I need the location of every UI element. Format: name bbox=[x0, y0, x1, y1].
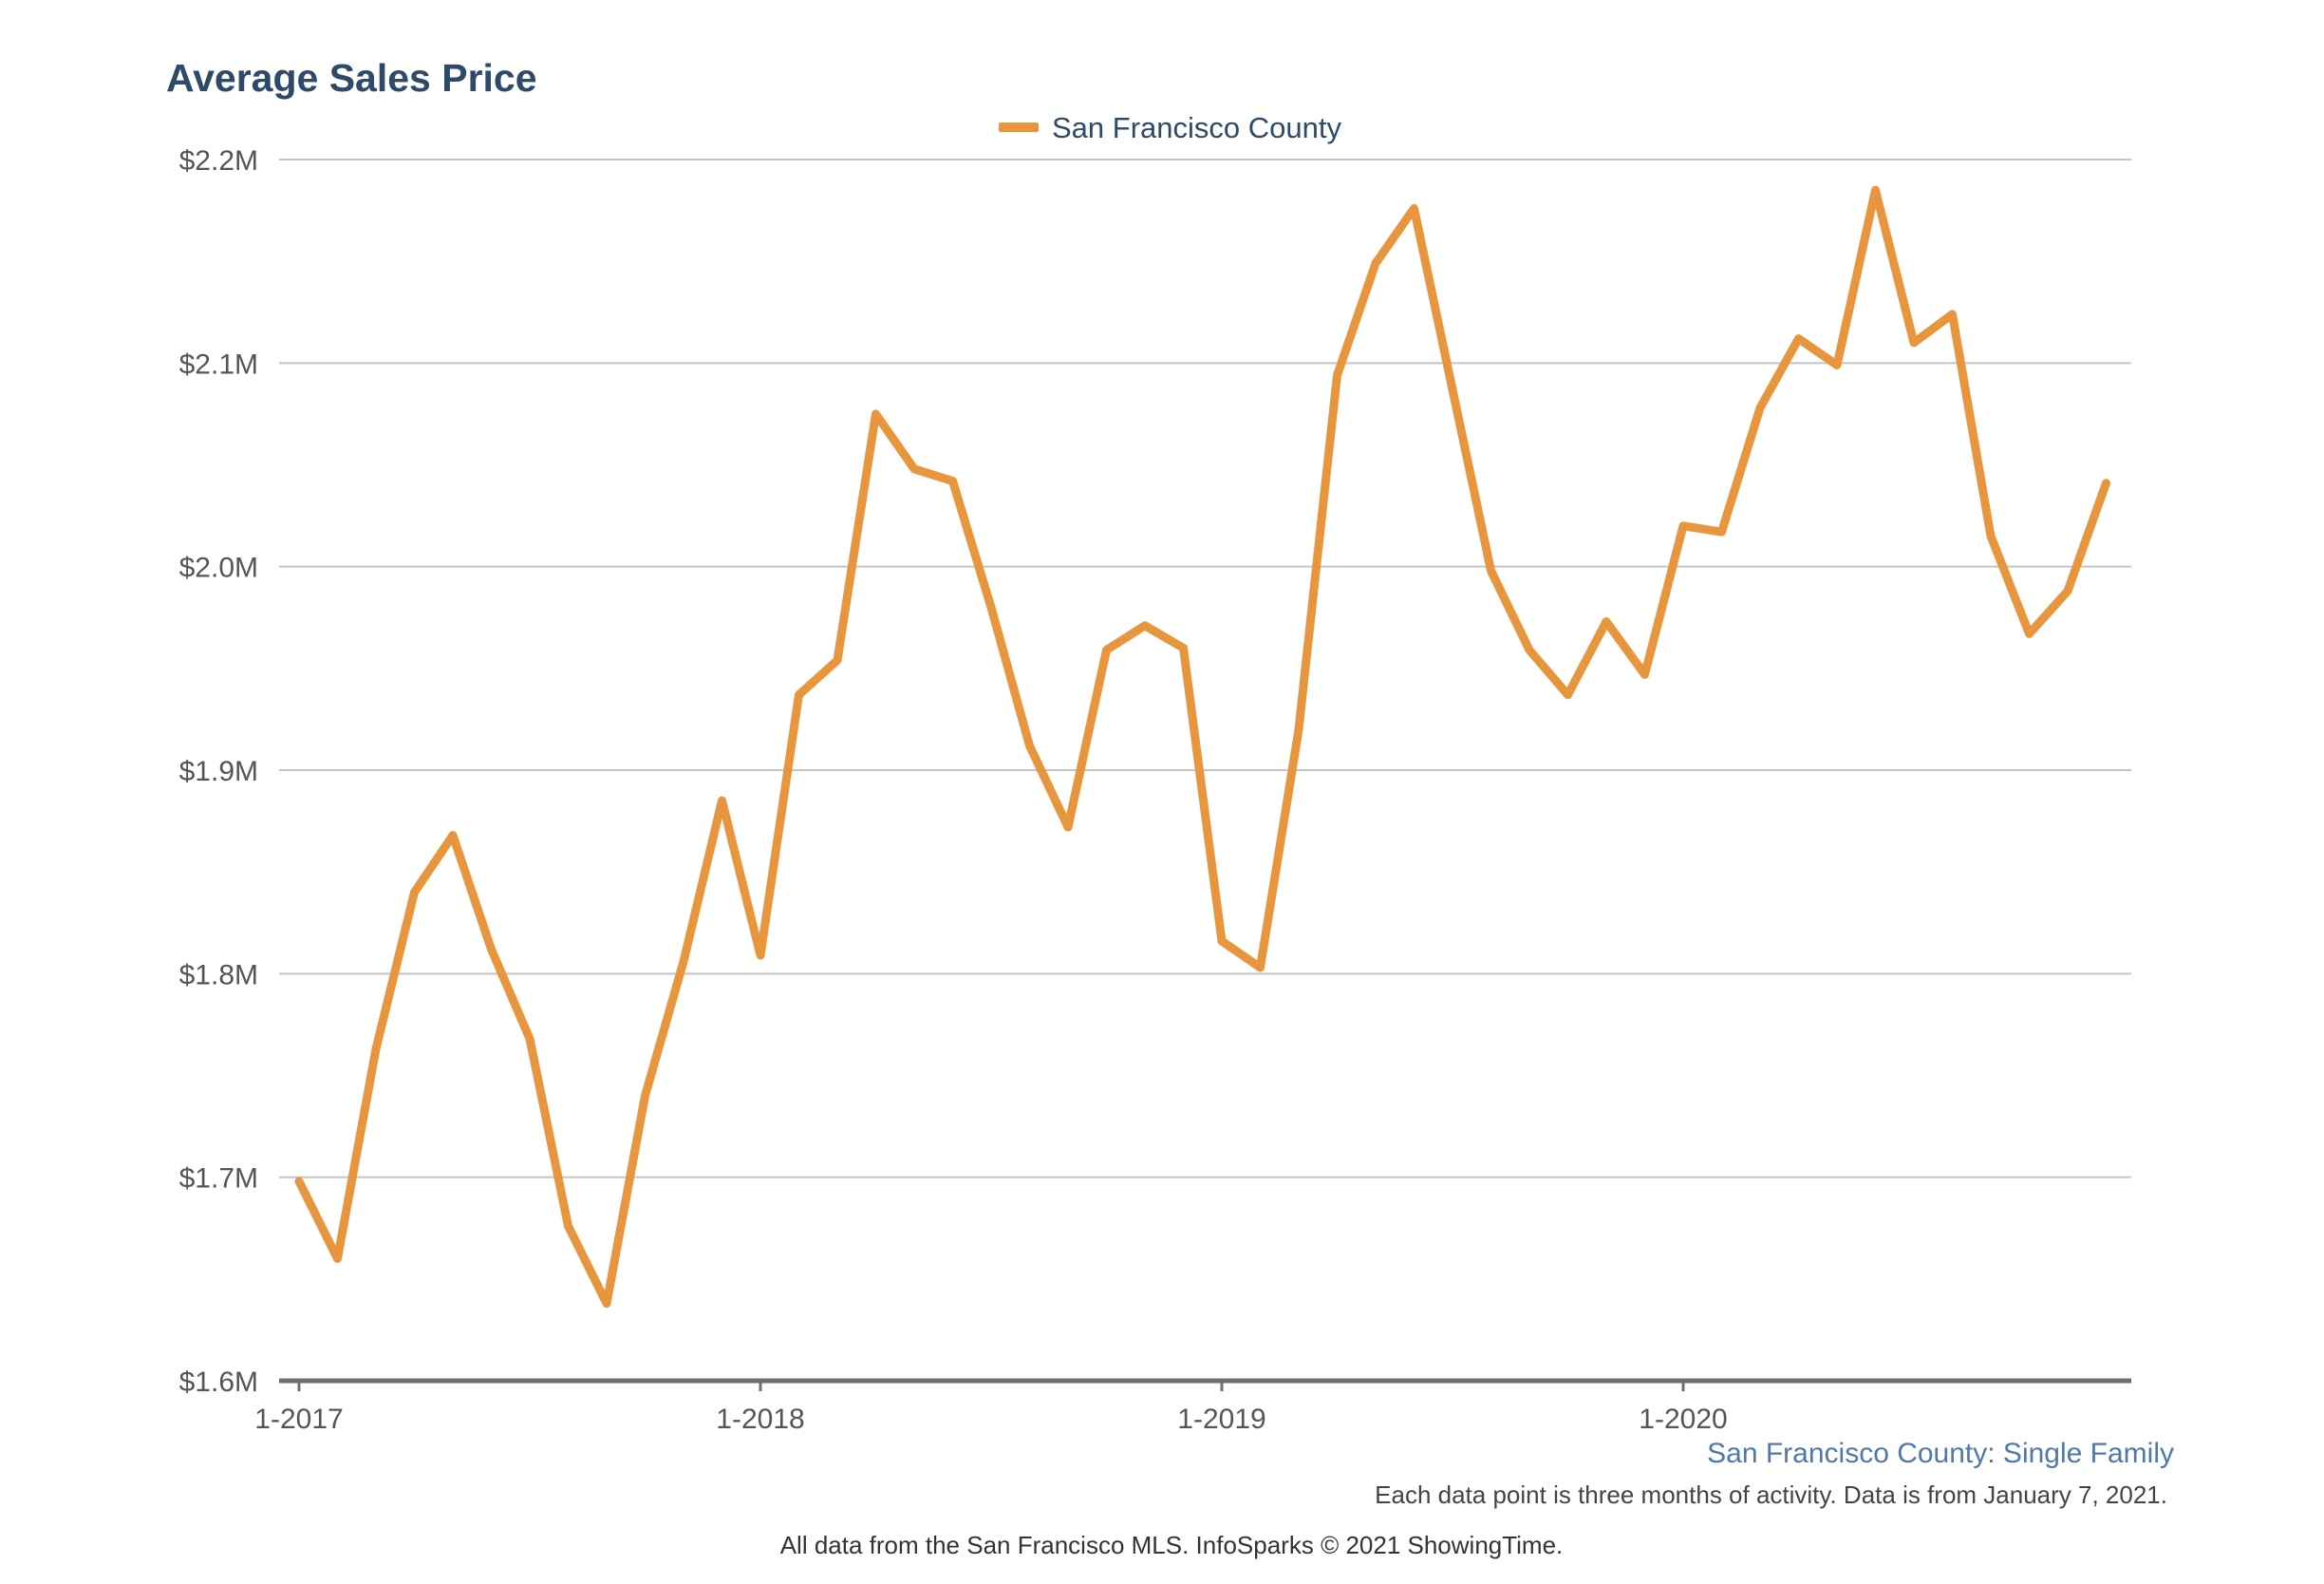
y-tick-label: $1.8M bbox=[179, 959, 258, 990]
data-credit: All data from the San Francisco MLS. Inf… bbox=[780, 1531, 1564, 1559]
x-tick-label: 1-2019 bbox=[1177, 1404, 1265, 1435]
x-axis: 1-2017 1-2018 1-2019 1-2020 bbox=[254, 1378, 2131, 1435]
y-tick-label: $1.6M bbox=[179, 1367, 258, 1398]
x-tick-label: 1-2018 bbox=[716, 1404, 804, 1435]
y-tick-label: $1.9M bbox=[179, 756, 258, 787]
y-tick-label: $2.1M bbox=[179, 349, 258, 380]
series-line-san-francisco-county[interactable] bbox=[294, 185, 2110, 1309]
chart-subtitle: San Francisco County: Single Family bbox=[1707, 1438, 2174, 1469]
y-tick-label: $2.0M bbox=[179, 553, 258, 584]
x-tick-label: 1-2017 bbox=[254, 1404, 343, 1435]
legend-label: San Francisco County bbox=[1052, 111, 1341, 144]
y-axis: $1.6M $1.7M $1.8M $1.9M $2.0M $2.1M $2.2M bbox=[179, 145, 258, 1398]
legend-swatch bbox=[999, 123, 1039, 132]
x-tick-label: 1-2020 bbox=[1639, 1404, 1727, 1435]
y-tick-label: $1.7M bbox=[179, 1163, 258, 1195]
legend[interactable]: San Francisco County bbox=[999, 111, 1341, 144]
gridlines bbox=[279, 159, 2131, 1179]
y-tick-label: $2.2M bbox=[179, 145, 258, 177]
chart-title: Average Sales Price bbox=[166, 56, 537, 100]
series-layer bbox=[294, 185, 2110, 1309]
data-note: Each data point is three months of activ… bbox=[1375, 1480, 2167, 1509]
